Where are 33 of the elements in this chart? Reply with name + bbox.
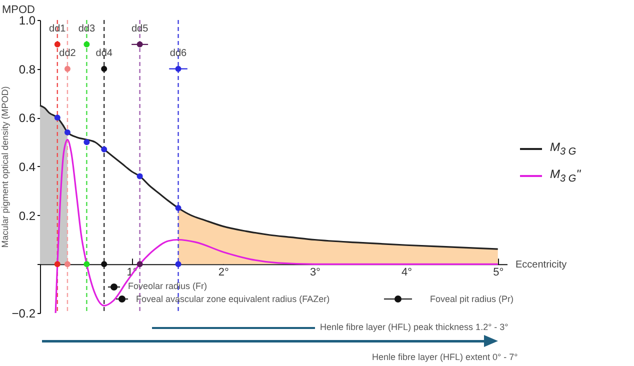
x-tick-label: 2°: [218, 266, 229, 279]
y-axis-title: Macular pigment optical density (MPOD): [0, 86, 10, 248]
point: [64, 129, 70, 136]
text: Henle fibre layer (HFL) peak thickness 1.2° - 3°: [320, 322, 508, 332]
annotation: dd1: [49, 23, 66, 34]
annotation: dd4: [96, 48, 113, 59]
y-tick-label: 0.2: [18, 208, 36, 223]
text: MPOD: [2, 4, 35, 16]
x-tick-label: 3°: [310, 266, 320, 279]
point: [136, 173, 143, 180]
annotation: Foveal avascular zone equivalent radius (FAZer): [136, 294, 330, 304]
x-tick-label: 5°: [493, 266, 504, 279]
annotation: dd5: [131, 23, 149, 34]
annotation: Foveolar radius (Fr): [128, 281, 208, 291]
legend-label: M$_{3 G}$'': [550, 167, 581, 185]
y-tick-label: 0.4: [18, 160, 36, 174]
point: [54, 114, 60, 121]
y-tick-label: −0.2: [12, 306, 36, 320]
x-axis-title: Eccentricity: [516, 260, 567, 271]
annotation: dd6: [170, 48, 188, 59]
y-tick-label: 0.6: [18, 111, 36, 126]
text: Henle fibre layer (HFL) extent 0° - 7°: [372, 352, 518, 362]
annotation: dd3: [78, 23, 96, 34]
x-tick-label: 4°: [402, 266, 412, 279]
point: [175, 205, 182, 211]
legend-label: M$_{3 G}$: [550, 140, 576, 158]
y-tick-label: 1.0: [18, 14, 36, 28]
annotation: dd2: [59, 48, 76, 59]
point: [84, 139, 90, 146]
point: [101, 146, 108, 152]
y-tick-label: 0.8: [18, 62, 36, 76]
line-series: [39, 104, 499, 250]
annotation: Foveal pit radius (Pr): [430, 294, 514, 304]
